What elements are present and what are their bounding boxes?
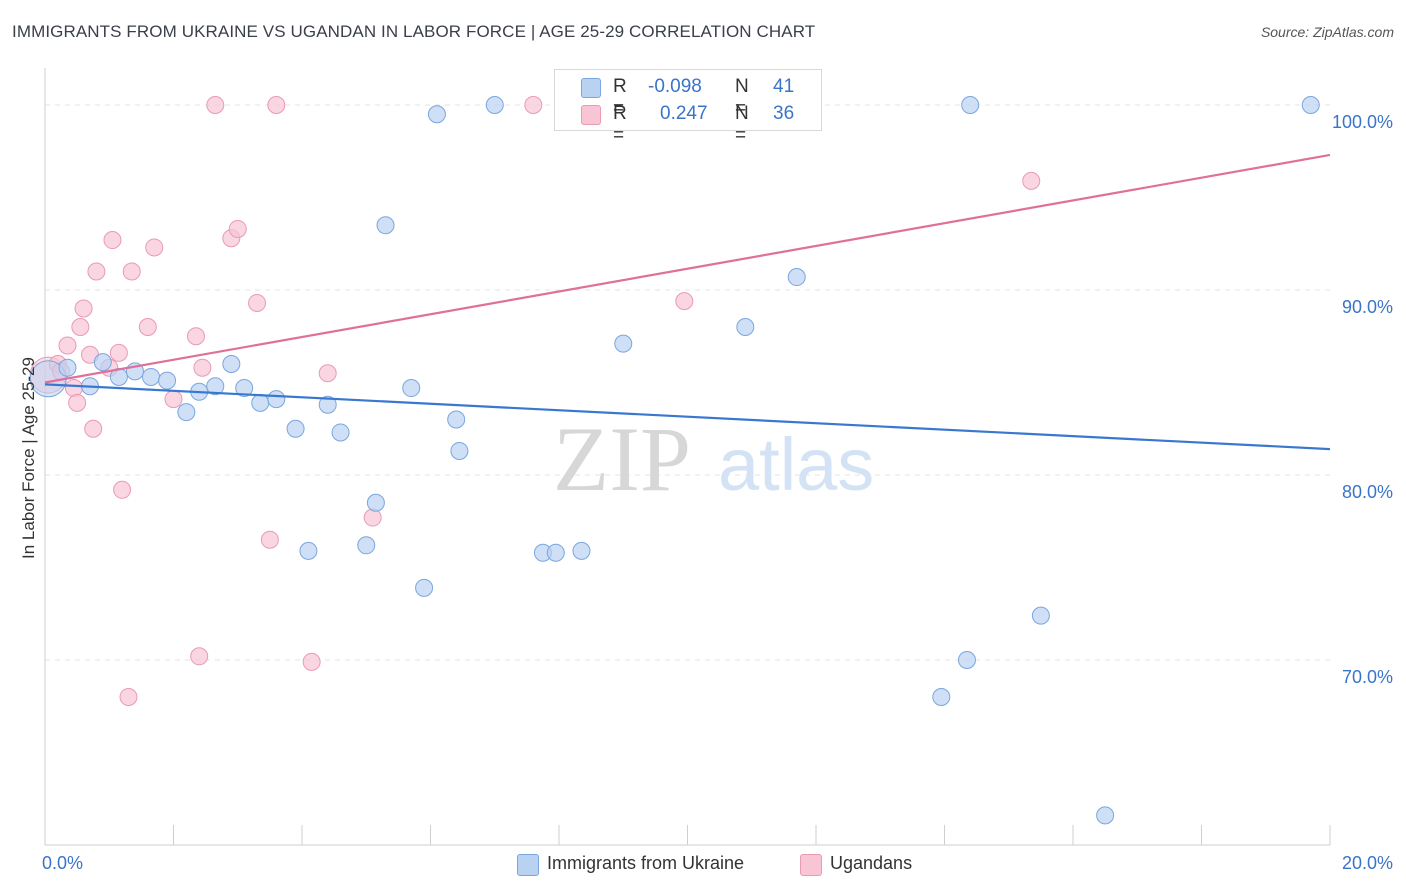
ukraine-point <box>1031 606 1050 625</box>
watermark-zip: ZIP <box>553 408 691 510</box>
ugandan-point <box>109 343 128 362</box>
ugandan-point <box>267 96 286 114</box>
stats-legend: R = -0.098 N = 41 R = 0.247 N = 36 <box>554 69 822 146</box>
ugandan-point <box>206 96 225 114</box>
ugandan-point <box>302 652 321 671</box>
ugandan-point <box>74 299 93 318</box>
ugandan-point <box>103 231 122 250</box>
ukraine-point <box>485 96 504 114</box>
ukraine-point <box>787 268 806 287</box>
y-tick-label: 70.0% <box>1342 667 1393 687</box>
ugandan-point <box>260 530 279 549</box>
ukraine-point <box>572 541 591 560</box>
ukraine-point <box>58 358 77 377</box>
legend-n-label: N = <box>735 76 749 119</box>
ugandan-point <box>113 480 132 499</box>
legend-r-value-ukraine: -0.098 <box>648 76 702 97</box>
ukraine-point <box>1301 96 1320 114</box>
ukraine-point <box>427 105 446 124</box>
ugandan-point <box>248 293 267 312</box>
legend-r-label: R = <box>613 103 627 146</box>
ukraine-point <box>206 377 225 396</box>
ugandan-point <box>68 393 87 412</box>
ugandan-point <box>1022 171 1041 190</box>
chart-title: IMMIGRANTS FROM UKRAINE VS UGANDAN IN LA… <box>12 22 816 41</box>
ugandan-point <box>122 262 141 281</box>
ugandan-point <box>193 358 212 377</box>
ugandan-point <box>84 419 103 438</box>
ukraine-point <box>222 355 241 373</box>
ukraine-trend-line <box>44 383 1331 451</box>
watermark: ZIP atlas <box>553 408 874 510</box>
legend-swatch-blue <box>581 78 601 98</box>
ugandan-point <box>87 262 106 281</box>
ugandan-point <box>138 318 157 336</box>
axes <box>44 68 1331 846</box>
watermark-atlas: atlas <box>718 423 874 506</box>
ukraine-point <box>447 410 466 429</box>
legend-swatch-pink <box>581 105 601 125</box>
y-tick-label: 100.0% <box>1332 112 1393 132</box>
ukraine-point <box>177 403 196 422</box>
ugandan-point <box>71 318 90 336</box>
ugandan-trend-line <box>44 153 1331 384</box>
y-tick-label: 90.0% <box>1342 297 1393 317</box>
ugandan-point <box>524 96 543 114</box>
ukraine-point <box>961 96 980 114</box>
ukraine-point <box>357 536 376 555</box>
ugandan-point <box>318 364 337 383</box>
ugandan-point <box>58 336 77 355</box>
legend-n-value-ugandans: 36 <box>773 103 795 124</box>
ukraine-point <box>331 423 350 442</box>
ugandan-point <box>64 379 83 398</box>
trend-lines <box>44 153 1331 451</box>
y-tick-label: 80.0% <box>1342 482 1393 502</box>
series-swatch-pink <box>800 854 822 876</box>
ugandan-point <box>228 219 247 238</box>
series-swatch-blue <box>517 854 539 876</box>
ukraine-point <box>286 419 305 438</box>
source-label: Source: ZipAtlas.com <box>1260 24 1394 40</box>
ukraine-point <box>402 379 421 398</box>
legend-n-value-ukraine: 41 <box>773 76 795 97</box>
legend-n-label: N = <box>735 103 749 146</box>
legend-r-value-ugandans: 0.247 <box>660 103 708 124</box>
ukraine-point <box>546 543 565 562</box>
series-label-ugandans: Ugandans <box>830 853 913 873</box>
ukraine-point <box>158 371 177 390</box>
ukraine-point <box>366 493 385 512</box>
ukraine-point <box>93 353 112 372</box>
ugandan-point <box>119 688 138 706</box>
gridlines <box>45 104 1330 661</box>
series-label-ukraine: Immigrants from Ukraine <box>547 853 745 873</box>
ukraine-point <box>251 393 270 412</box>
ukraine-point <box>318 395 337 414</box>
ugandan-point <box>186 327 205 346</box>
tick-labels: 70.0% 80.0% 90.0% 100.0% 0.0% 20.0% <box>42 112 1393 873</box>
ukraine-point <box>267 390 286 409</box>
ukraine-point <box>376 216 395 235</box>
ugandan-point <box>164 390 183 409</box>
x-tick-label: 20.0% <box>1342 853 1393 873</box>
y-axis-label: In Labor Force | Age 25-29 <box>19 357 38 559</box>
ukraine-point <box>957 651 976 669</box>
ugandan-point <box>190 647 209 666</box>
x-tick-label: 0.0% <box>42 853 83 873</box>
ugandan-point <box>675 292 694 311</box>
ukraine-point <box>299 541 318 560</box>
ukraine-point <box>614 334 633 353</box>
ukraine-point <box>736 318 755 336</box>
ukraine-point <box>1096 806 1115 825</box>
ugandans-points <box>29 96 1041 706</box>
ugandan-point <box>363 508 382 527</box>
ukraine-point <box>450 441 469 460</box>
ukraine-point <box>415 578 434 597</box>
ukraine-point <box>932 688 951 706</box>
legend-r-label: R = <box>613 76 627 119</box>
ukraine-point <box>235 379 254 398</box>
ukraine-point <box>142 367 161 386</box>
ugandan-point <box>145 238 164 257</box>
